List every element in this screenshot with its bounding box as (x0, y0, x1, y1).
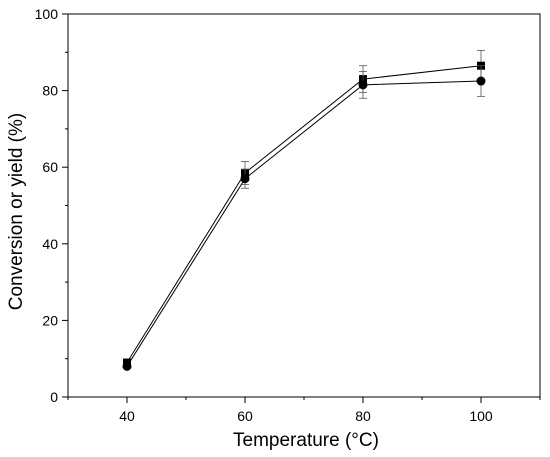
x-tick-label: 100 (469, 408, 493, 424)
x-tick-label: 40 (119, 408, 135, 424)
data-point (240, 174, 250, 184)
series-layer (122, 49, 486, 371)
x-tick-label: 80 (355, 408, 371, 424)
plot-area (67, 13, 541, 398)
y-tick-label: 0 (50, 389, 58, 405)
y-tick-label: 60 (42, 159, 58, 175)
series-1 (123, 49, 485, 367)
y-tick-label: 20 (42, 312, 58, 328)
data-point (122, 361, 132, 371)
series-line (126, 65, 482, 363)
y-tick-label: 40 (42, 236, 58, 252)
y-axis-title: Conversion or yield (%) (6, 113, 27, 310)
y-tick-label: 100 (35, 6, 59, 22)
plot-frame (67, 13, 541, 398)
axes: 40 60 80 100 0 20 40 60 80 100 (35, 6, 541, 424)
series-2 (122, 65, 486, 371)
series-line (126, 80, 482, 367)
data-point (358, 80, 368, 90)
y-tick-label: 80 (42, 83, 58, 99)
x-tick-label: 60 (237, 408, 253, 424)
x-axis-title: Temperature (°C) (233, 430, 379, 451)
data-point (476, 76, 486, 86)
